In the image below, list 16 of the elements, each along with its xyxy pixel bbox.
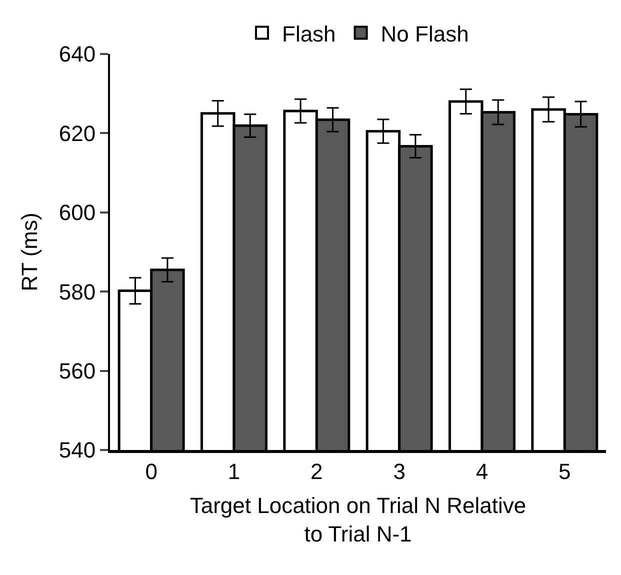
y-tick-label: 560: [58, 358, 96, 384]
y-axis-title: RT (ms): [17, 212, 42, 292]
y-tick-label: 600: [58, 200, 96, 226]
x-tick-label: 4: [476, 459, 488, 484]
x-tick-label: 5: [558, 459, 571, 484]
x-tick-label: 0: [145, 459, 158, 484]
y-tick-label: 540: [58, 438, 96, 463]
x-axis-title: Target Location on Trial N Relative to Trial N-1: [190, 493, 526, 547]
legend-label: No Flash: [380, 21, 469, 46]
y-tick-label: 620: [58, 120, 96, 146]
y-tick-label: 640: [58, 42, 96, 67]
legend-label: Flash: [282, 21, 336, 46]
x-tick-label: 1: [228, 459, 240, 484]
x-tick-label: 3: [393, 459, 406, 484]
y-tick-label: 580: [58, 279, 96, 304]
x-tick-label: 2: [310, 459, 323, 484]
